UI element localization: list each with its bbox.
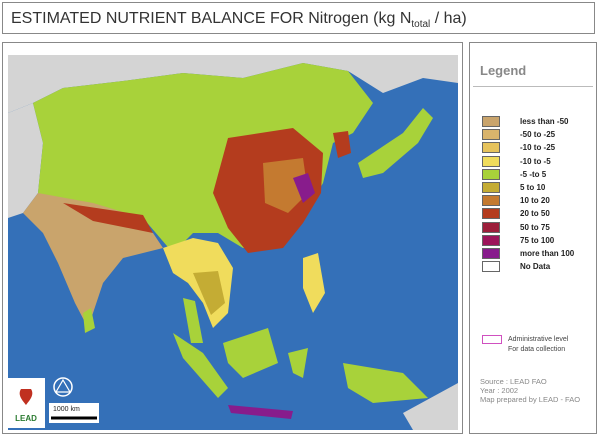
title-box: ESTIMATED NUTRIENT BALANCE FOR Nitrogen … xyxy=(2,2,595,34)
legend-label: 50 to 75 xyxy=(520,222,550,232)
land-malay xyxy=(183,298,203,343)
legend-item: -5 -to 5 xyxy=(482,168,574,181)
legend-label: 20 to 50 xyxy=(520,209,550,219)
legend-item: -10 to -25 xyxy=(482,141,574,154)
legend-label: -5 -to 5 xyxy=(520,169,547,179)
legend-label: 10 to 20 xyxy=(520,196,550,206)
land-new-guinea xyxy=(343,363,428,403)
legend-swatch xyxy=(482,182,500,194)
legend-label: No Data xyxy=(520,262,551,272)
land-borneo xyxy=(223,328,278,378)
land-philippines xyxy=(303,253,325,313)
land-korea xyxy=(333,131,351,158)
legend-item: 75 to 100 xyxy=(482,234,574,247)
admin-line: Administrative level xyxy=(508,336,569,343)
admin-text: Administrative level For data collection xyxy=(508,335,568,355)
source-line: Source : LEAD FAO xyxy=(480,377,547,386)
title-text: ESTIMATED NUTRIENT BALANCE FOR Nitrogen … xyxy=(11,10,412,27)
legend-item: No Data xyxy=(482,260,574,273)
legend-label: more than 100 xyxy=(520,248,575,258)
no-data-west xyxy=(8,103,43,218)
title-subscript: total xyxy=(411,19,431,31)
no-data-north xyxy=(8,55,458,113)
legend-item: -10 to -5 xyxy=(482,155,574,168)
legend-swatch xyxy=(482,234,500,246)
legend-title: Legend xyxy=(480,63,527,78)
source: Source : LEAD FAO Year : 2002 Map prepar… xyxy=(480,377,580,404)
logo-triangle xyxy=(54,378,72,393)
logo-circle xyxy=(53,377,73,397)
source-line: Map prepared by LEAD - FAO xyxy=(480,395,581,404)
legend-swatch xyxy=(482,155,500,167)
logo-text: LEAD xyxy=(15,414,37,423)
legend-separator xyxy=(473,86,593,87)
legend-swatch xyxy=(482,261,500,273)
land-sulawesi xyxy=(288,348,308,378)
legend-item: 20 to 50 xyxy=(482,207,574,220)
admin-legend: Administrative level For data collection xyxy=(482,335,568,355)
legend-panel: Legend less than -50 -50 to -25 -10 to -25… xyxy=(469,42,597,434)
land-ganges xyxy=(63,203,153,233)
title: ESTIMATED NUTRIENT BALANCE FOR Nitrogen … xyxy=(11,10,467,30)
legend-swatch xyxy=(482,247,500,259)
legend-label: -10 to -5 xyxy=(520,156,551,166)
legend-items: less than -50 -50 to -25 -10 to -25 -10 to … xyxy=(482,115,574,273)
no-data-australia xyxy=(403,383,458,430)
legend-label: 75 to 100 xyxy=(520,235,555,245)
map: LEAD 1000 km xyxy=(8,55,458,430)
legend-item: more than 100 xyxy=(482,247,574,260)
legend-item: 50 to 75 xyxy=(482,221,574,234)
land-japan xyxy=(358,108,433,178)
legend-label: 5 to 10 xyxy=(520,183,546,193)
land-china-core xyxy=(263,158,308,213)
legend-label: less than -50 xyxy=(520,117,569,127)
land-sumatra xyxy=(173,333,228,398)
scale-label: 1000 km xyxy=(53,406,80,413)
legend-label: -10 to -25 xyxy=(520,143,556,153)
legend-label: -50 to -25 xyxy=(520,130,556,140)
source-line: Year : 2002 xyxy=(480,386,519,395)
legend-item: -50 to -25 xyxy=(482,128,574,141)
land-hotspot xyxy=(293,173,315,203)
legend-swatch xyxy=(482,221,500,233)
legend-swatch xyxy=(482,129,500,141)
legend-swatch xyxy=(482,142,500,154)
legend-item: 10 to 20 xyxy=(482,194,574,207)
legend-swatch xyxy=(482,116,500,128)
land-srilanka xyxy=(83,308,95,333)
legend-item: 5 to 10 xyxy=(482,181,574,194)
legend-swatch xyxy=(482,168,500,180)
legend-item: less than -50 xyxy=(482,115,574,128)
legend-swatch xyxy=(482,195,500,207)
title-suffix: / ha) xyxy=(430,10,467,27)
map-panel: LEAD 1000 km xyxy=(2,42,463,434)
legend-swatch xyxy=(482,208,500,220)
admin-line: For data collection xyxy=(508,346,566,353)
admin-swatch xyxy=(482,335,502,344)
land-java xyxy=(228,405,293,419)
land-thailand xyxy=(193,271,225,315)
logo-icon xyxy=(19,389,33,405)
